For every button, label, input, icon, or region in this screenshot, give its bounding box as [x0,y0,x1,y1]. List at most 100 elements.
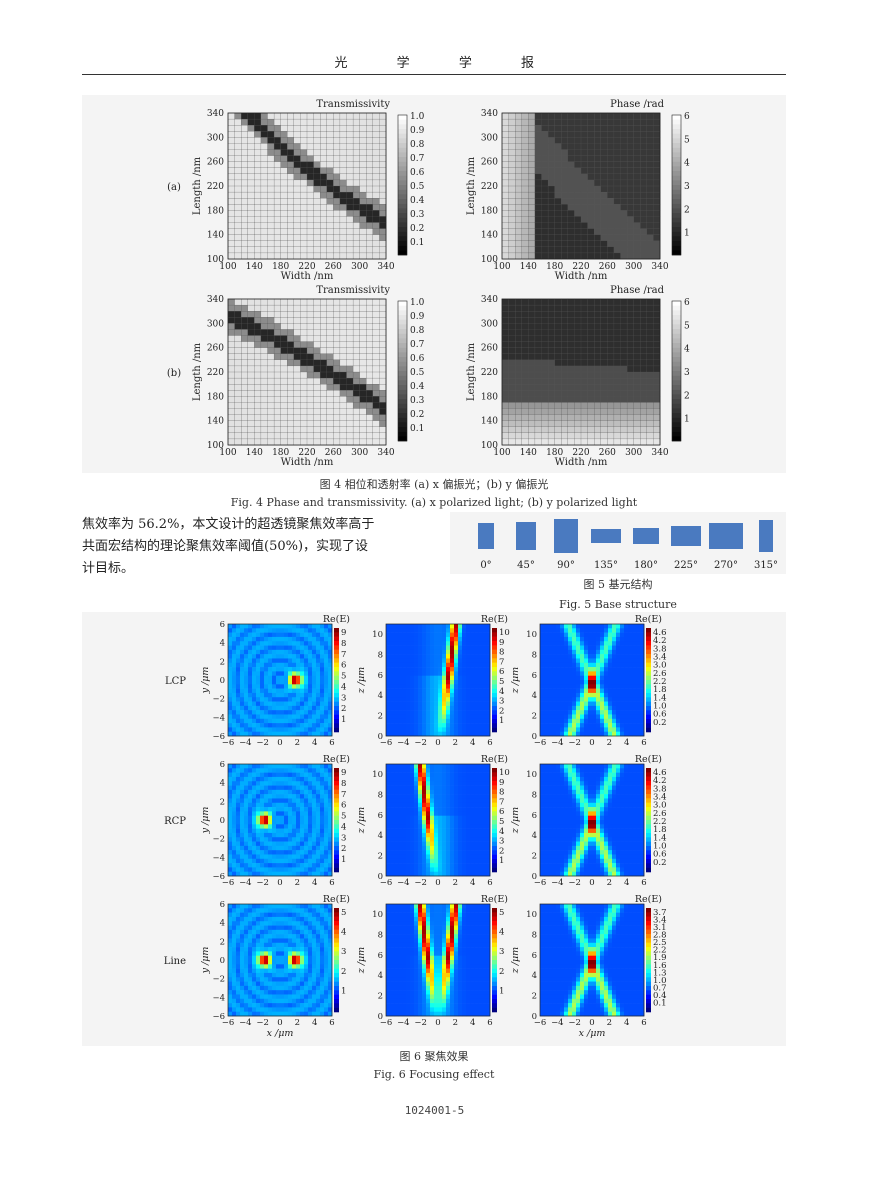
heatmap-cell [339,377,347,385]
colorbar-label: 0.4 [410,196,425,206]
field-cell [316,684,321,689]
heatmap-cell [267,161,275,169]
heatmap-cell [293,246,301,254]
heatmap-cell [352,125,360,132]
field-cell [600,632,605,638]
field-cell [486,727,491,732]
field-cell [292,723,297,728]
field-cell [572,692,577,698]
heatmap-cell [372,323,380,330]
heatmap-cell [600,185,608,193]
heatmap-cell [372,204,380,211]
heatmap-cell [366,240,374,248]
heatmap-cell [333,118,341,126]
field-cell [438,628,443,633]
field-cell [236,802,241,808]
field-cell [478,714,483,720]
heatmap-cell [515,432,523,440]
heatmap-cell [521,311,529,318]
heatmap-cell [372,252,380,260]
field-cell [426,632,431,638]
heatmap-cell [234,204,242,211]
field-cell [422,705,427,711]
colorbar-segment [492,654,497,659]
heatmap-cell [254,390,262,397]
heatmap-cell [379,246,387,254]
heatmap-cell [633,210,641,217]
heatmap-cell [234,353,242,361]
heatmap-cell [613,198,621,205]
field-cell [280,688,285,694]
plot-frame [227,298,387,446]
heatmap-cell [267,118,275,126]
heatmap-cell [620,353,628,361]
field-cell [324,624,329,629]
field-cell [462,636,467,642]
heatmap-cell [528,365,536,373]
field-cell [466,675,471,681]
heatmap-cell [326,365,334,373]
field-cell [228,802,233,808]
colorbar-segment [672,115,681,120]
heatmap-cell [587,149,595,156]
field-cell [406,641,411,646]
heatmap-cell [600,216,608,223]
heatmap-cell [333,222,341,229]
field-cell [268,624,273,629]
heatmap-cell [580,234,588,242]
field-cell [328,628,333,633]
heatmap-cell [260,365,268,373]
colorbar-segment [398,436,407,442]
heatmap-cell [587,311,595,318]
heatmap-cell [528,396,536,403]
field-cell [588,692,593,698]
y-tick-label: 0 [532,732,537,742]
field-cell [438,654,443,659]
field-cell [458,641,463,646]
heatmap-cell [372,335,380,342]
field-cell [272,718,277,724]
field-cell [568,680,573,685]
heatmap-cell [508,240,516,248]
heatmap-cell [574,149,582,156]
field-cell [272,688,277,694]
field-cell [280,667,285,672]
field-cell [236,850,241,855]
heatmap-cell [241,396,249,403]
heatmap-cell [300,149,308,156]
colorbar-label: 0.3 [410,396,425,406]
field-cell [232,649,237,655]
field-cell [540,671,545,676]
heatmap-cell [241,371,249,379]
x-tick-label: 140 [520,448,537,458]
heatmap-cell [313,365,321,373]
field-cell [276,624,281,629]
heatmap-cell [352,173,360,181]
field-cell [482,667,487,672]
field-cell [482,710,487,715]
field-cell [406,710,411,715]
heatmap-cell [567,228,575,235]
field-cell [260,768,265,773]
heatmap-cell [352,131,360,138]
field-cell [252,731,257,737]
heatmap-cell [528,311,536,318]
field-cell [556,723,561,728]
heatmap-cell [613,204,621,211]
heatmap-cell [247,143,255,150]
field-cell [256,850,261,855]
heatmap-cell [366,329,374,336]
heatmap-cell [260,234,268,242]
y-axis-label: z /μm [356,667,367,694]
heatmap-cell [300,408,308,415]
heatmap-cell [280,222,288,229]
field-cell [552,654,557,659]
heatmap-cell [508,112,516,120]
field-cell [604,667,609,672]
field-cell [244,785,249,791]
heatmap-cell [306,118,314,126]
field-cell [430,632,435,638]
field-cell [608,632,613,638]
colorbar-segment [398,213,407,218]
field-cell [552,710,557,715]
